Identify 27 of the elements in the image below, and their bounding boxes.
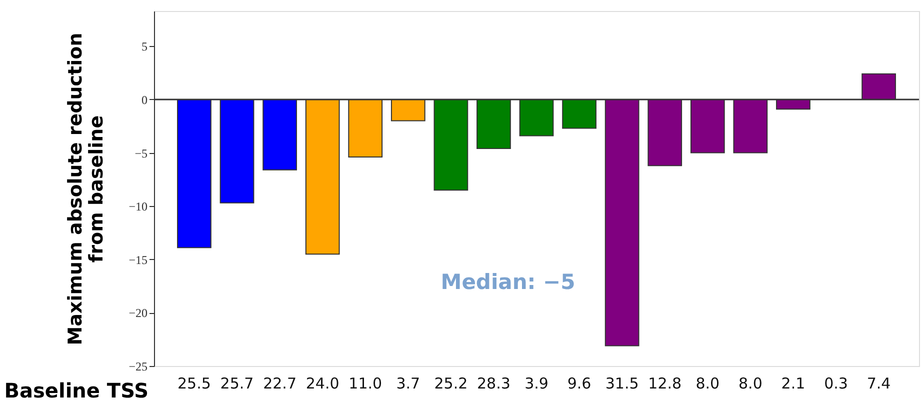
x-tick-label: 25.5 [178,374,211,392]
x-tick-label: 2.1 [781,374,806,392]
x-tick-label: 25.7 [220,374,254,392]
x-tick-label: 22.7 [263,374,296,392]
x-tick-label: 11.0 [348,374,382,392]
y-axis-title: Maximum absolute reduction from baseline [64,32,108,346]
x-tick-label: 8.0 [738,374,762,392]
x-tick-label: 28.3 [477,374,510,392]
y-tick-label: 5 [142,40,148,54]
y-tick-label: −10 [128,200,148,214]
x-tick-label: 24.0 [306,374,340,392]
x-tick-label: 12.8 [648,374,682,392]
x-tick-label: 25.2 [434,374,468,392]
y-tick-label: −15 [128,252,148,267]
x-tick-label: 3.9 [524,374,548,392]
x-tick-label: 31.5 [605,374,639,392]
annotation: Median: −5 [440,270,576,294]
x-axis-title: Baseline TSS [4,378,148,402]
y-tick-label: −25 [128,360,148,374]
y-tick-label: −20 [128,306,148,320]
y-tick-label: −5 [134,146,148,160]
x-tick-label: 8.0 [696,374,720,392]
x-tick-label: 9.6 [567,374,592,392]
y-tick-label: 0 [142,92,148,107]
x-tick-label: 7.4 [866,374,891,392]
x-tick-label: 0.3 [824,374,848,392]
x-tick-label: 3.7 [396,374,420,392]
